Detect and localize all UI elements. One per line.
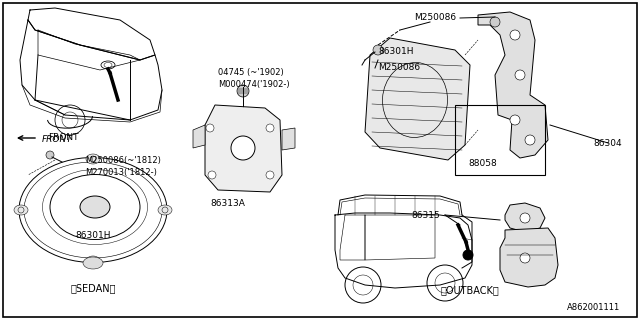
Circle shape xyxy=(510,30,520,40)
Circle shape xyxy=(266,124,274,132)
Text: M250086: M250086 xyxy=(414,13,456,22)
Circle shape xyxy=(515,70,525,80)
Ellipse shape xyxy=(158,205,172,215)
Circle shape xyxy=(208,171,216,179)
Ellipse shape xyxy=(86,256,100,266)
Polygon shape xyxy=(205,105,282,192)
Circle shape xyxy=(520,253,530,263)
Circle shape xyxy=(231,136,255,160)
Polygon shape xyxy=(505,203,545,232)
Circle shape xyxy=(490,17,500,27)
Circle shape xyxy=(520,213,530,223)
Circle shape xyxy=(266,171,274,179)
Text: 86313A: 86313A xyxy=(211,199,245,209)
Ellipse shape xyxy=(83,257,103,269)
Ellipse shape xyxy=(80,196,110,218)
Text: M000474('1902-): M000474('1902-) xyxy=(218,81,290,90)
Text: 86301H: 86301H xyxy=(76,231,111,241)
Text: 88058: 88058 xyxy=(468,158,497,167)
Text: 〈OUTBACK〉: 〈OUTBACK〉 xyxy=(440,285,499,295)
Polygon shape xyxy=(282,128,295,150)
Circle shape xyxy=(46,151,54,159)
Text: M250086(~'1812): M250086(~'1812) xyxy=(85,156,161,164)
Text: 86301H: 86301H xyxy=(378,47,413,57)
Polygon shape xyxy=(500,228,558,287)
Circle shape xyxy=(237,85,249,97)
Circle shape xyxy=(510,115,520,125)
Polygon shape xyxy=(193,125,205,148)
Text: 86304: 86304 xyxy=(593,139,622,148)
Polygon shape xyxy=(478,12,548,158)
Text: 86315: 86315 xyxy=(412,211,440,220)
Text: FRONT: FRONT xyxy=(42,134,73,143)
Circle shape xyxy=(206,124,214,132)
Circle shape xyxy=(463,250,473,260)
Circle shape xyxy=(373,45,383,55)
Text: 〈SEDAN〉: 〈SEDAN〉 xyxy=(70,283,116,293)
Bar xyxy=(455,105,545,175)
Circle shape xyxy=(525,135,535,145)
Ellipse shape xyxy=(14,205,28,215)
Text: FRONT: FRONT xyxy=(48,133,79,142)
Ellipse shape xyxy=(86,154,100,164)
Text: 04745 (~'1902): 04745 (~'1902) xyxy=(218,68,284,77)
Text: M250086: M250086 xyxy=(378,63,420,73)
Polygon shape xyxy=(365,38,470,160)
Text: A862001111: A862001111 xyxy=(567,303,620,313)
Text: M270013('1812-): M270013('1812-) xyxy=(85,167,157,177)
